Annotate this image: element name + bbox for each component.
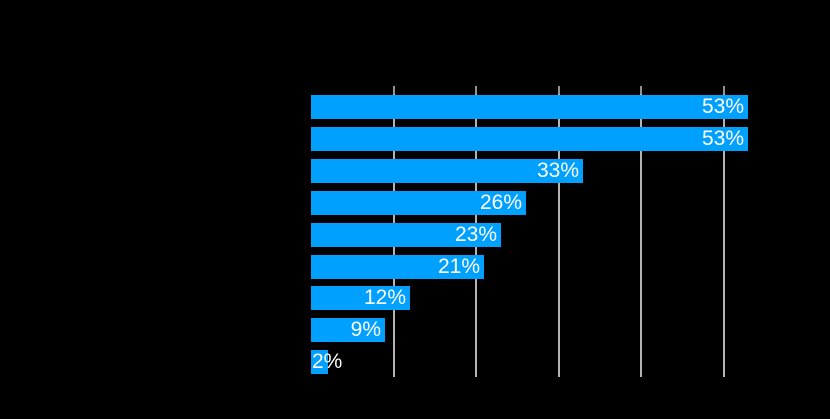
bar-value-label: 53% bbox=[701, 127, 744, 150]
bar-value-label: 9% bbox=[350, 318, 381, 341]
x-gridline bbox=[723, 94, 725, 377]
x-axis-tick bbox=[475, 86, 477, 94]
bar: 26% bbox=[311, 191, 526, 215]
bar-value-label: 53% bbox=[701, 95, 744, 118]
bar-value-label: 33% bbox=[536, 159, 579, 182]
bar-value-label: 26% bbox=[479, 191, 522, 214]
x-axis-tick bbox=[393, 86, 395, 94]
bar-value-label: 12% bbox=[363, 286, 406, 309]
bar: 9% bbox=[311, 318, 385, 342]
x-axis-tick bbox=[558, 86, 560, 94]
x-axis-tick bbox=[723, 86, 725, 94]
bar: 21% bbox=[311, 255, 484, 279]
bar: 12% bbox=[311, 286, 410, 310]
bar: 53% bbox=[311, 95, 748, 119]
bar-value-label: 21% bbox=[437, 255, 480, 278]
x-gridline bbox=[558, 94, 560, 377]
x-gridline bbox=[640, 94, 642, 377]
bar: 2% bbox=[311, 350, 342, 374]
bar: 33% bbox=[311, 159, 583, 183]
bar: 23% bbox=[311, 223, 501, 247]
bar-value-label: 2% bbox=[312, 350, 343, 373]
bar: 53% bbox=[311, 127, 748, 151]
x-axis-tick bbox=[640, 86, 642, 94]
plot-area: 53% 53% 33% 26% 23% 21% 12% 9% 2% bbox=[311, 86, 806, 377]
bar-value-label: 23% bbox=[454, 223, 497, 246]
